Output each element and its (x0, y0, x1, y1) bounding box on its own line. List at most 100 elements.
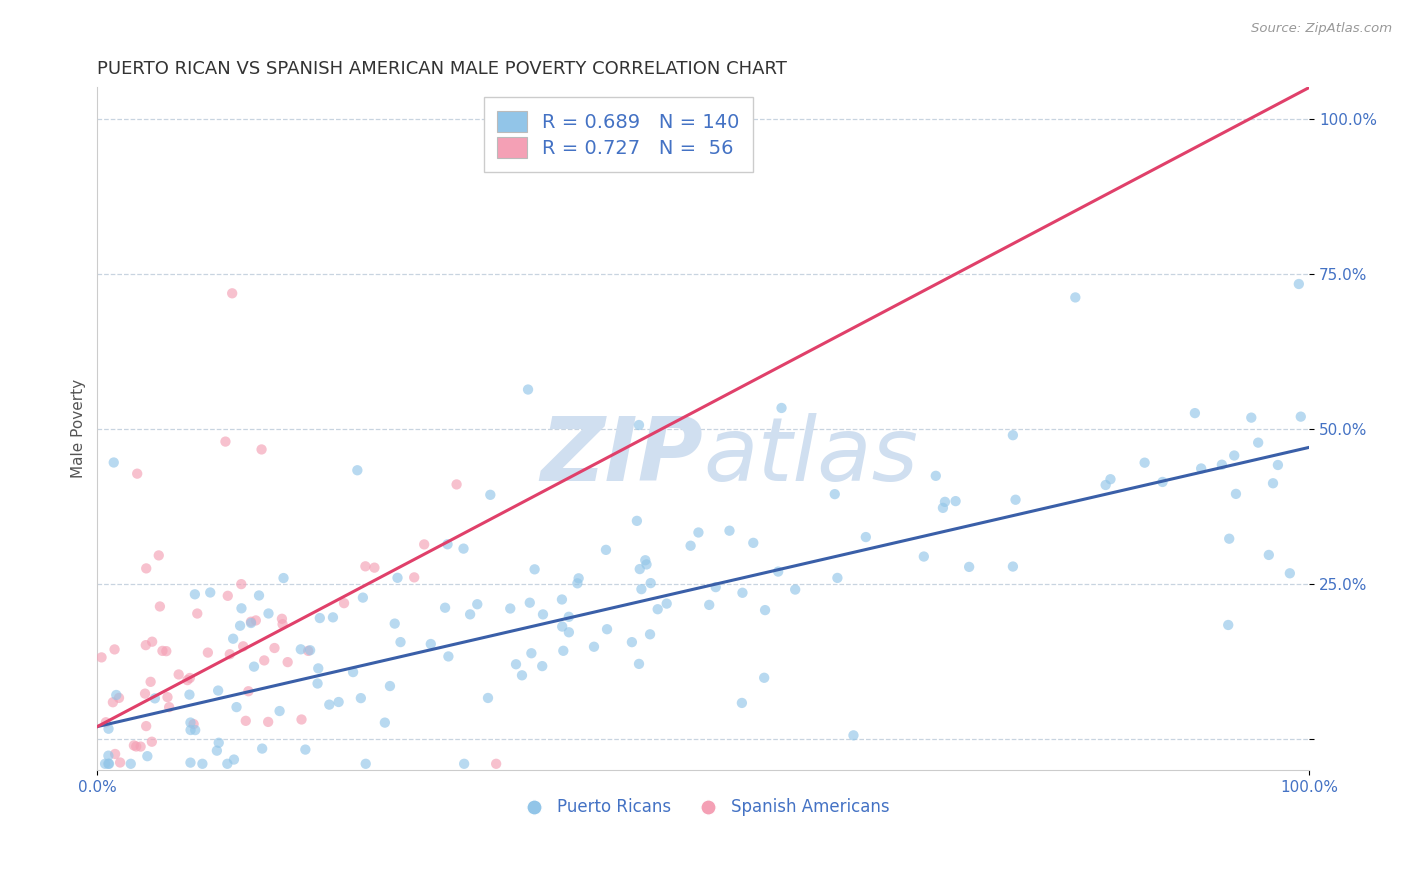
Point (1225, 487, 1247, 501)
Point (517, 383, 540, 397)
Point (374, 715, 396, 730)
Point (558, 609, 581, 624)
Point (243, 659, 266, 673)
Point (378, 679, 401, 693)
Point (103, 642, 125, 657)
Point (318, 698, 340, 712)
Point (568, 571, 591, 585)
Point (290, 642, 312, 657)
Point (307, 676, 329, 690)
Point (240, 615, 263, 630)
Point (1257, 548, 1279, 562)
Point (505, 657, 527, 672)
Point (97, 756, 120, 771)
Point (308, 611, 330, 625)
Point (384, 616, 406, 631)
Point (127, 467, 149, 481)
Point (354, 756, 377, 771)
Point (582, 640, 605, 654)
Point (842, 728, 865, 742)
Point (1247, 435, 1270, 450)
Point (97, 748, 120, 763)
Point (655, 597, 678, 611)
Point (232, 640, 254, 654)
Point (824, 487, 846, 501)
Text: ZIP: ZIP (540, 412, 703, 500)
Point (184, 587, 207, 601)
Point (155, 644, 177, 658)
Point (122, 739, 145, 753)
Point (519, 596, 541, 610)
Point (436, 537, 458, 551)
Point (453, 541, 475, 556)
Point (103, 455, 125, 469)
Point (499, 601, 522, 615)
Point (156, 690, 179, 705)
Point (754, 603, 776, 617)
Point (90, 650, 112, 665)
Point (328, 695, 350, 709)
Point (180, 723, 202, 737)
Point (97, 722, 120, 736)
Point (1094, 478, 1116, 492)
Point (627, 657, 650, 671)
Text: atlas: atlas (703, 413, 918, 499)
Point (197, 646, 219, 660)
Point (352, 591, 374, 605)
Point (176, 673, 198, 687)
Point (271, 617, 294, 632)
Point (531, 607, 554, 622)
Point (183, 717, 205, 731)
Point (269, 704, 291, 718)
Point (679, 539, 702, 553)
Point (184, 723, 207, 737)
Point (191, 756, 214, 771)
Point (240, 615, 263, 629)
Point (731, 696, 754, 710)
Point (479, 488, 502, 502)
Point (141, 735, 163, 749)
Point (108, 690, 131, 705)
Point (205, 744, 228, 758)
Point (294, 742, 316, 756)
Point (389, 635, 412, 649)
Point (299, 643, 322, 657)
Point (167, 667, 190, 681)
Point (250, 741, 273, 756)
Point (363, 560, 385, 574)
Text: PUERTO RICAN VS SPANISH AMERICAN MALE POVERTY CORRELATION CHART: PUERTO RICAN VS SPANISH AMERICAN MALE PO… (97, 60, 787, 78)
Point (1218, 618, 1240, 632)
Point (1223, 449, 1246, 463)
Point (101, 695, 124, 709)
Point (627, 417, 650, 432)
Point (523, 562, 546, 576)
Point (553, 644, 575, 658)
Point (626, 514, 648, 528)
Point (453, 756, 475, 771)
Point (925, 468, 948, 483)
Point (214, 434, 236, 449)
Point (477, 690, 499, 705)
Point (636, 558, 658, 572)
Point (120, 756, 142, 771)
Point (770, 401, 793, 415)
Point (179, 688, 201, 702)
Point (134, 687, 156, 701)
Point (231, 601, 253, 615)
Point (94, 715, 117, 730)
Point (1240, 410, 1263, 425)
Point (1189, 461, 1212, 475)
Point (697, 598, 720, 612)
Point (149, 599, 172, 614)
Point (307, 661, 329, 675)
Point (208, 736, 231, 750)
Point (322, 610, 344, 624)
Point (638, 627, 661, 641)
Point (458, 607, 481, 622)
Point (1184, 406, 1206, 420)
Point (596, 622, 619, 636)
Point (333, 596, 356, 610)
Point (225, 700, 247, 714)
Point (141, 634, 163, 648)
Point (634, 553, 657, 567)
